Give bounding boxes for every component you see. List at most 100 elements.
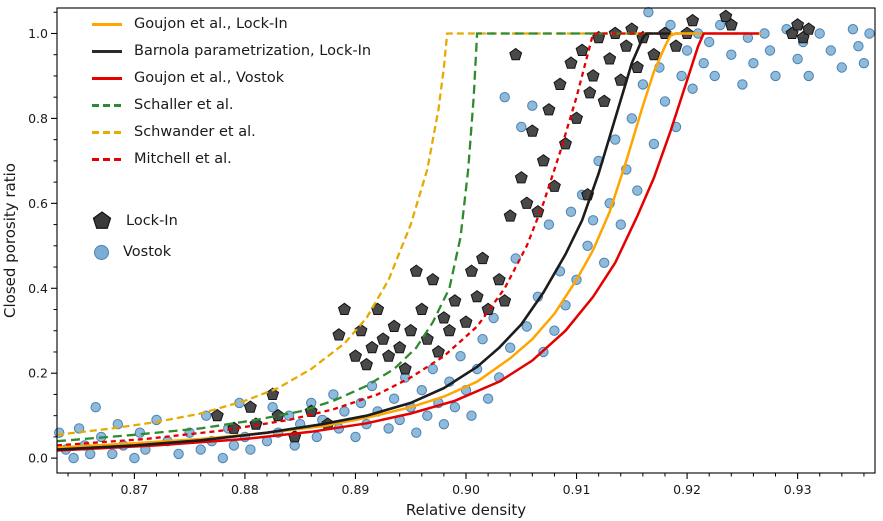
curve-mitchell-et-al- (56, 32, 688, 447)
scatter-point (509, 47, 523, 61)
scatter-point (791, 18, 805, 31)
legend-label: Lock-In (126, 213, 178, 229)
scatter-point (619, 39, 633, 52)
scatter-point (814, 28, 825, 39)
scatter-point (836, 62, 847, 73)
scatter-point (431, 345, 445, 358)
scatter-point (547, 179, 561, 192)
legend-label: Schaller et al. (134, 97, 234, 113)
legend-item-vostok-marker: Vostok (92, 240, 371, 264)
curve-schwander-et-al- (56, 32, 765, 436)
scatter-point (681, 45, 693, 56)
scatter-point (525, 124, 539, 137)
scatter-point (676, 70, 687, 82)
scatter-point (422, 410, 433, 421)
scatter-point (792, 53, 803, 65)
series-lock-in (210, 9, 816, 443)
scatter-point (482, 393, 494, 404)
x-tick-label: 0.91 (563, 482, 591, 497)
scatter-point (355, 397, 367, 409)
scatter-point (726, 49, 737, 60)
scatter-point (129, 452, 140, 464)
legend-item-barnola: Barnola parametrization, Lock-In (92, 41, 371, 61)
scatter-point (521, 321, 532, 332)
scatter-point (803, 70, 814, 82)
legend-item-goujon-lockin: Goujon et al., Lock-In (92, 14, 371, 34)
line-swatch-icon (92, 22, 122, 26)
scatter-point (68, 452, 79, 464)
scatter-point (271, 408, 285, 422)
scatter-point (437, 311, 451, 324)
scatter-point (505, 342, 516, 353)
y-tick-label: 0.8 (28, 111, 48, 126)
scatter-point (704, 36, 715, 48)
scatter-point (477, 334, 488, 345)
legend-label: Mitchell et al. (134, 151, 232, 167)
scatter-point (387, 319, 401, 332)
y-tick-label: 0.2 (28, 366, 48, 381)
scatter-point (107, 448, 118, 460)
scatter-point (245, 444, 256, 455)
scatter-point (632, 185, 643, 196)
scatter-point (536, 154, 550, 167)
scatter-point (687, 83, 698, 94)
scatter-point (669, 39, 683, 52)
scatter-point (587, 215, 599, 226)
dashed-line-swatch-icon (92, 130, 122, 134)
legend-gap (92, 176, 371, 202)
legend-label: Schwander et al. (134, 124, 256, 140)
scatter-point (737, 79, 748, 90)
y-tick-label: 0.4 (28, 281, 48, 296)
scatter-point (365, 340, 379, 354)
legend-item-goujon-vostok: Goujon et al., Vostok (92, 68, 371, 88)
x-axis-label: Relative density (406, 501, 526, 519)
scatter-point (411, 427, 422, 438)
scatter-point (267, 402, 278, 413)
scatter-point (659, 96, 671, 107)
circle-marker-icon (94, 244, 109, 260)
scatter-point (583, 86, 597, 99)
scatter-point (382, 349, 396, 362)
legend-item-schaller: Schaller et al. (92, 95, 371, 115)
scatter-point (549, 325, 560, 336)
scatter-point (393, 340, 407, 354)
scatter-point (481, 302, 495, 315)
x-tick-label: 0.89 (342, 482, 370, 497)
scatter-point (864, 28, 875, 39)
series-vostok (54, 7, 875, 464)
scatter-point (420, 332, 434, 345)
legend-item-mitchell: Mitchell et al. (92, 149, 371, 169)
scatter-point (112, 419, 124, 430)
curve-goujon-et-al-vostok (56, 32, 759, 452)
scatter-point (360, 357, 373, 371)
scatter-point (858, 58, 870, 69)
scatter-point (332, 328, 346, 341)
scatter-point (715, 19, 726, 31)
scatter-point (217, 452, 229, 464)
scatter-point (90, 402, 101, 413)
scatter-point (719, 9, 733, 22)
scatter-point (228, 440, 240, 451)
scatter-point (416, 385, 427, 396)
scatter-point (350, 431, 361, 443)
scatter-point (426, 272, 440, 286)
scatter-point (626, 113, 637, 124)
scatter-point (349, 349, 362, 362)
scatter-point (448, 294, 462, 307)
y-axis-label: Closed porosity ratio (1, 163, 19, 318)
scatter-point (151, 414, 162, 426)
scatter-point (195, 444, 206, 455)
scatter-point (337, 302, 351, 315)
y-tick-label: 0.0 (28, 451, 48, 466)
x-tick-label: 0.88 (231, 482, 259, 497)
scatter-point (404, 323, 418, 337)
legend-label: Vostok (123, 244, 172, 260)
legend-label: Goujon et al., Lock-In (134, 16, 288, 32)
scatter-point (311, 431, 322, 443)
scatter-point (764, 45, 776, 56)
scatter-point (227, 421, 241, 434)
scatter-point (339, 406, 350, 417)
scatter-point (802, 22, 816, 35)
scatter-point (527, 100, 538, 111)
scatter-point (582, 240, 593, 252)
